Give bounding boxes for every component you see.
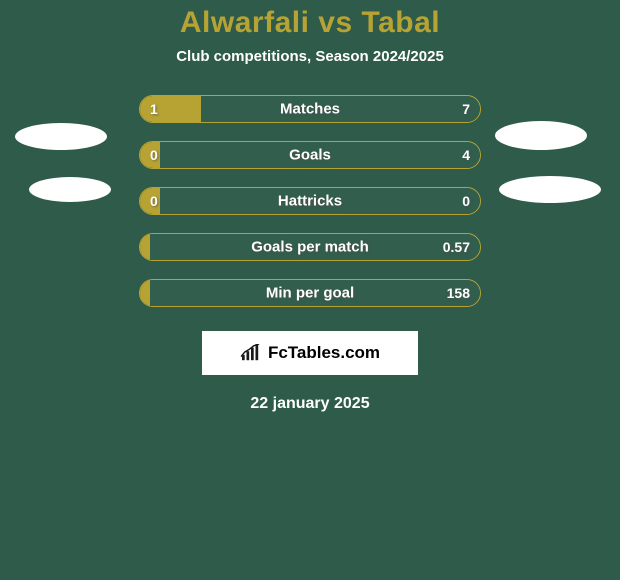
- stat-label: Goals: [289, 147, 331, 164]
- stat-label: Goals per match: [251, 239, 369, 256]
- stat-value-right: 4: [462, 147, 470, 163]
- stat-value-left: 1: [150, 101, 158, 117]
- stat-label: Hattricks: [278, 193, 342, 210]
- bar-right-segment: [201, 96, 480, 122]
- team-ellipse: [15, 123, 107, 150]
- team-ellipse: [29, 177, 111, 202]
- stat-value-right: 0: [462, 193, 470, 209]
- brand-logo: FcTables.com: [202, 331, 418, 375]
- stat-row: Matches 1 7: [0, 95, 620, 123]
- stat-bar: Goals per match 0.57: [139, 233, 481, 261]
- stat-bar: Min per goal 158: [139, 279, 481, 307]
- stat-bar: Matches 1 7: [139, 95, 481, 123]
- comparison-card: Alwarfali vs Tabal Club competitions, Se…: [0, 0, 620, 580]
- stat-label: Min per goal: [266, 285, 354, 302]
- stat-value-left: 0: [150, 147, 158, 163]
- chart-icon: [240, 344, 262, 362]
- page-title: Alwarfali vs Tabal: [0, 0, 620, 48]
- stat-bar: Goals 0 4: [139, 141, 481, 169]
- date-text: 22 january 2025: [0, 395, 620, 413]
- stat-value-left: 0: [150, 193, 158, 209]
- stat-value-right: 0.57: [443, 239, 470, 255]
- bar-left-segment: [140, 234, 150, 260]
- stat-bar: Hattricks 0 0: [139, 187, 481, 215]
- stat-value-right: 7: [462, 101, 470, 117]
- bar-left-segment: [140, 280, 150, 306]
- stat-label: Matches: [280, 101, 340, 118]
- stat-row: Goals per match 0.57: [0, 233, 620, 261]
- team-ellipse: [499, 176, 601, 203]
- stat-row: Min per goal 158: [0, 279, 620, 307]
- subtitle: Club competitions, Season 2024/2025: [0, 48, 620, 95]
- brand-text: FcTables.com: [268, 343, 380, 363]
- stat-value-right: 158: [447, 285, 470, 301]
- team-ellipse: [495, 121, 587, 150]
